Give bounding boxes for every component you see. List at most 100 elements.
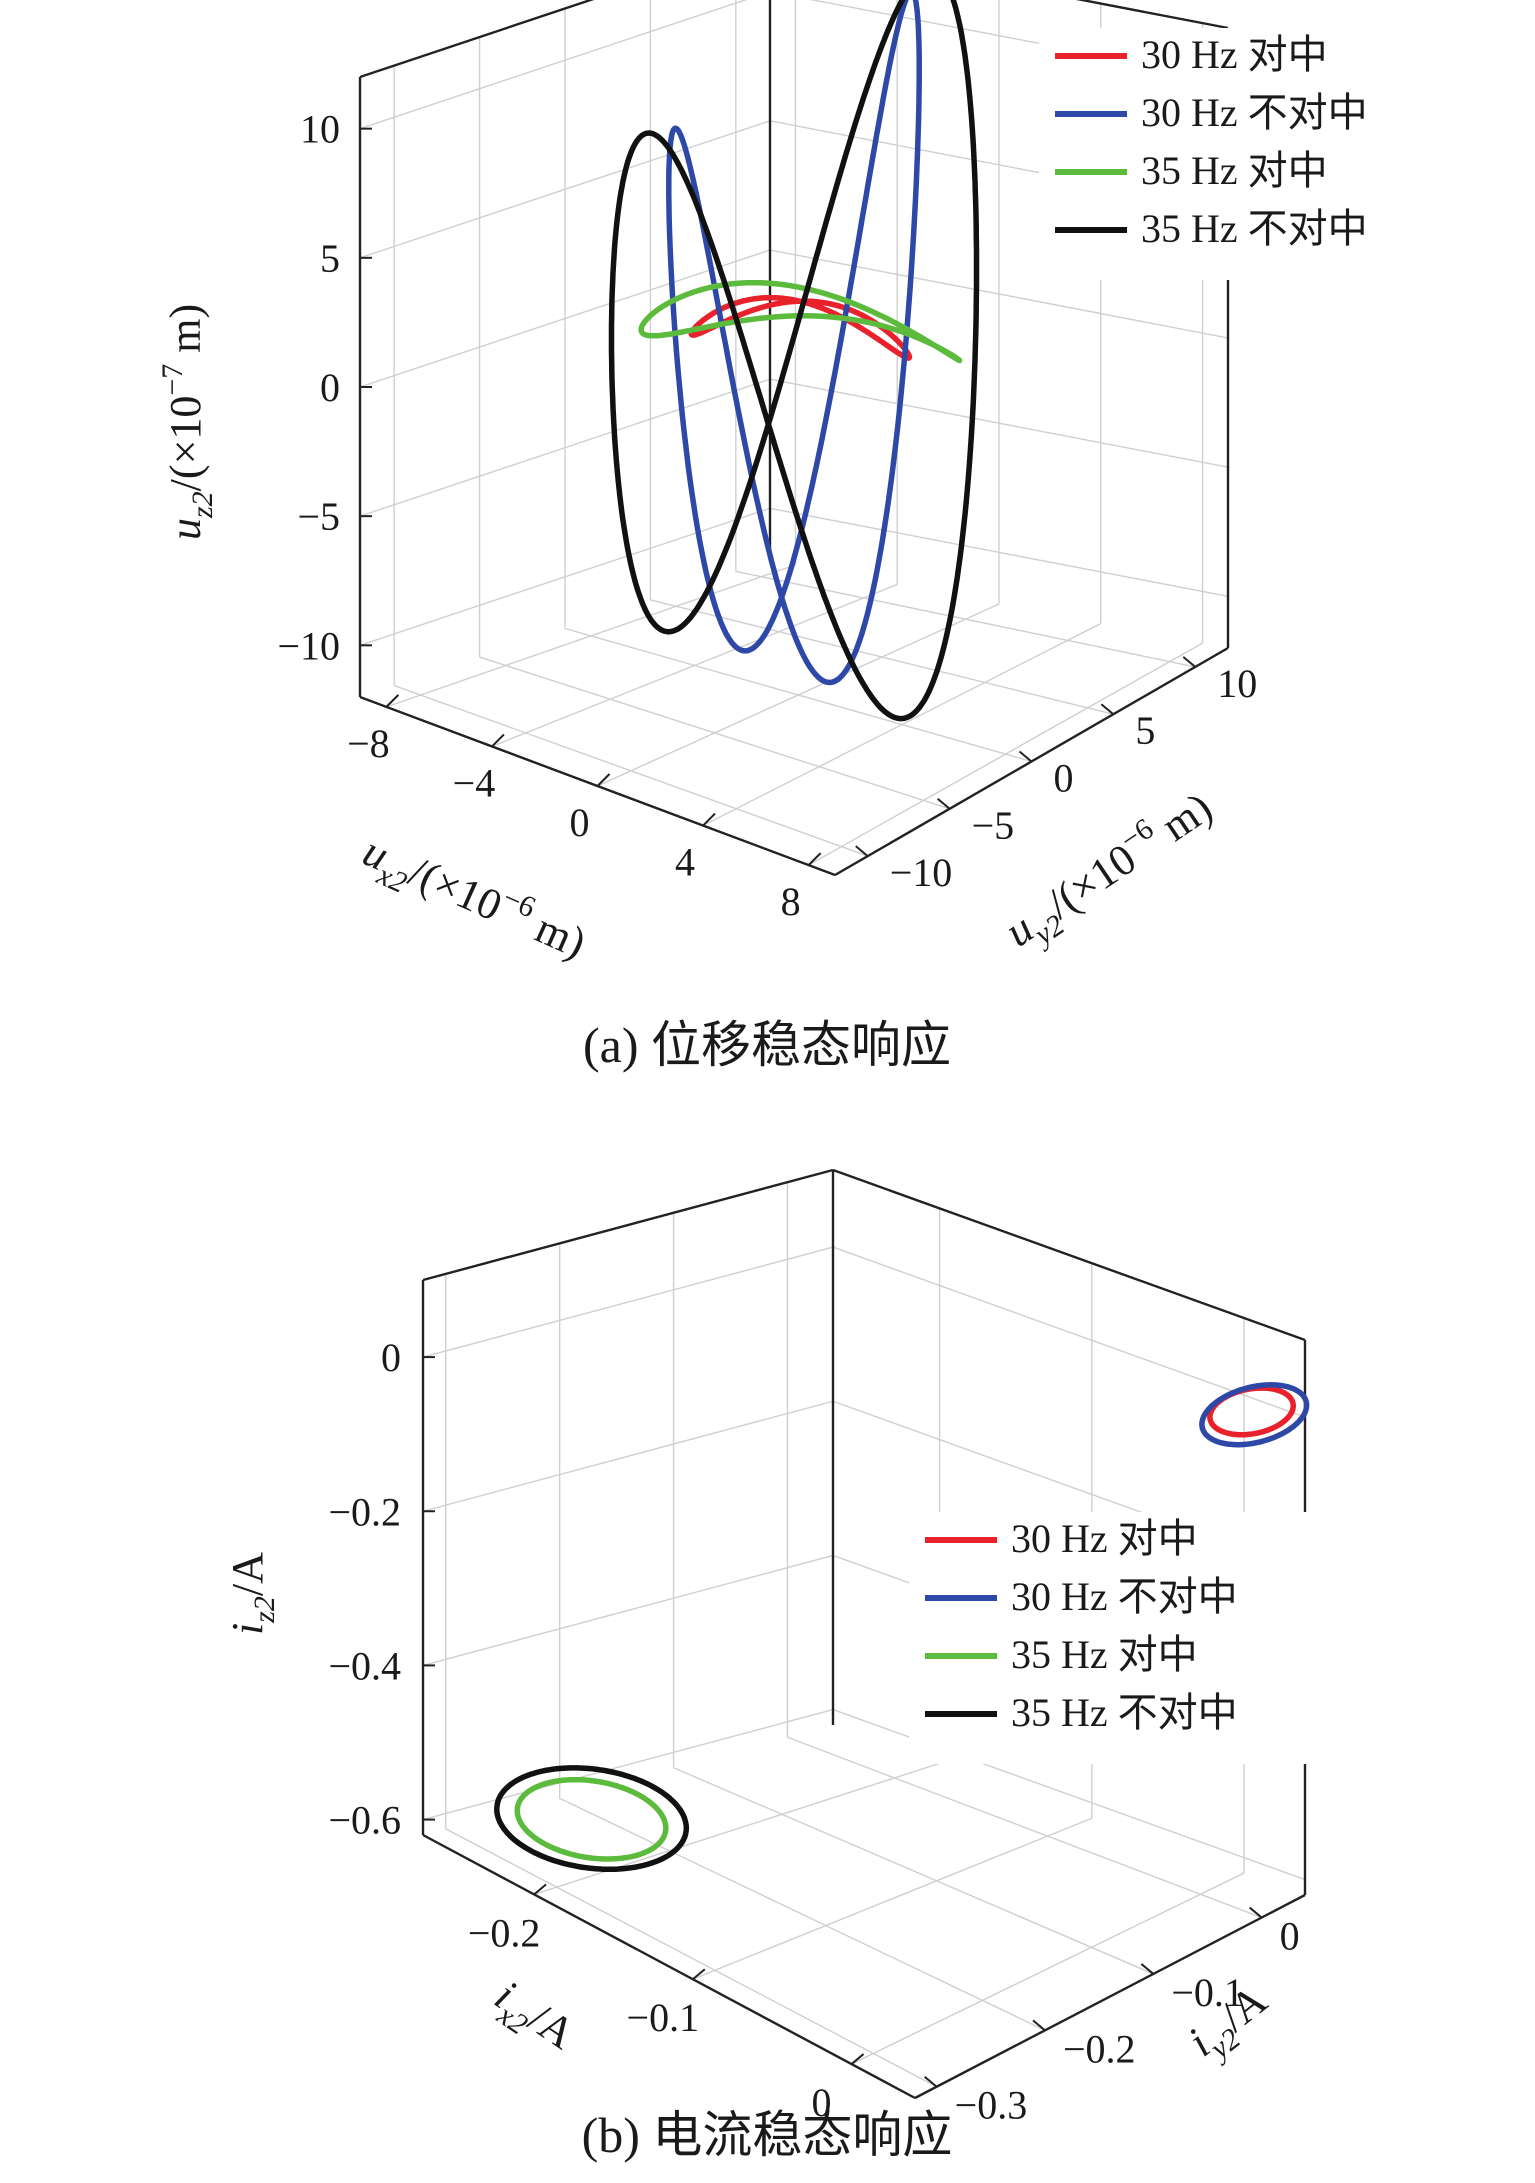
chart-a-series-2 (638, 279, 963, 364)
chart-a-edge (359, 0, 595, 79)
chart-a-caption: (a) 位移稳态响应 (583, 1017, 951, 1073)
chart-a-x-tick-label: 0 (570, 800, 590, 845)
chart-a-legend-bg (1039, 28, 1459, 280)
chart-b-legend-label: 30 Hz 对中 (1011, 1516, 1198, 1561)
current-response-chart: −0.6 −0.4 −0.2 0 −0.2 −0.1 0 −0.3 −0.2 −0.1 0 30 H… (223, 1168, 1329, 2163)
chart-b-grid-y (787, 1736, 1262, 1919)
chart-b-grid-x (851, 1872, 1245, 2065)
chart-a-grid-y (479, 656, 950, 810)
chart-a-y-tick-label: −10 (890, 850, 953, 895)
chart-a-z-axis-label: uz2/(×10−7 m) (156, 304, 219, 540)
chart-b-y-tick-mark (1032, 2019, 1046, 2032)
chart-a-x-tick-mark (596, 773, 611, 787)
chart-b-legend-bg (909, 1512, 1329, 1764)
chart-b-axes-box (421, 1168, 1307, 2100)
chart-a-y-tick-label: 5 (1135, 708, 1155, 753)
chart-b-grid-y (559, 1797, 1046, 2031)
chart-a-z-tick-label: −5 (297, 494, 340, 539)
chart-a-series-0 (688, 294, 913, 361)
chart-a-x-axis-label: ux2/(×10−6 m) (352, 822, 595, 976)
chart-b-grid-x (533, 1762, 940, 1896)
chart-b-x-tick-label: −0.2 (468, 1910, 541, 1955)
chart-a-x-tick-label: 8 (781, 879, 801, 924)
chart-a-edge (1075, 0, 1229, 30)
chart-b-grid-y (445, 1828, 937, 2088)
chart-a-x-tick-label: −4 (453, 760, 496, 805)
chart-b-x-axis-label: ix2/A (481, 1971, 584, 2066)
chart-a-z-tick-label: 10 (300, 107, 340, 152)
chart-a-y-tick-mark (936, 798, 951, 810)
chart-b-tick-labels: −0.6 −0.4 −0.2 0 −0.2 −0.1 0 −0.3 −0.2 −0.1 0 (328, 1335, 1299, 2128)
chart-b-y-tick-mark (1140, 1963, 1154, 1975)
chart-b-z-tick-label: −0.6 (328, 1798, 401, 1843)
chart-b-y-tick-mark (924, 2075, 938, 2088)
chart-b-z-axis-label: iz2/A (223, 1552, 281, 1635)
chart-a-legend-label: 35 Hz 不对中 (1141, 206, 1368, 251)
chart-b-series-3 (494, 1765, 690, 1873)
chart-a-gridlines (359, 0, 1229, 866)
chart-a-x-tick-mark (702, 812, 716, 827)
chart-b-y-tick-label: −0.2 (1063, 2026, 1136, 2071)
chart-a-y-tick-mark (1018, 750, 1033, 763)
chart-b-edge (914, 1893, 1306, 2100)
chart-b-y-tick-label: −0.3 (955, 2083, 1028, 2128)
chart-b-caption: (b) 电流稳态响应 (582, 2107, 953, 2163)
chart-a-z-tick-label: 5 (320, 236, 340, 281)
chart-a-grid-y (650, 599, 1114, 715)
chart-a-y-tick-label: 0 (1054, 756, 1074, 801)
chart-b-x-tick-label: 0 (812, 2080, 832, 2125)
chart-b-traces (494, 1382, 1310, 1873)
chart-b-x-tick-mark (533, 1883, 547, 1896)
chart-a-legend-label: 35 Hz 对中 (1141, 148, 1328, 193)
chart-a-y-tick-mark (1100, 703, 1115, 715)
chart-b-series-2 (514, 1776, 669, 1862)
chart-b-z-tick-label: −0.2 (328, 1489, 401, 1534)
chart-a-legend-label: 30 Hz 对中 (1141, 32, 1328, 77)
chart-b-series-1 (1199, 1382, 1310, 1448)
chart-b-legend: 30 Hz 对中 30 Hz 不对中 35 Hz 对中 35 Hz 不对中 (909, 1512, 1329, 1764)
chart-a-y-tick-label: 10 (1217, 661, 1257, 706)
chart-a-x-tick-mark (491, 733, 505, 748)
chart-b-grid-z (832, 1246, 1306, 1418)
chart-b-legend-label: 35 Hz 对中 (1011, 1632, 1198, 1677)
chart-a-grid-y (393, 684, 868, 857)
chart-b-legend-label: 35 Hz 不对中 (1011, 1690, 1238, 1735)
chart-b-x-tick-label: −0.1 (627, 1995, 700, 2040)
chart-b-edge (422, 1168, 834, 1282)
chart-a-y-tick-mark (855, 845, 869, 857)
chart-a-z-tick-label: −10 (277, 623, 340, 668)
chart-b-x-tick-mark (692, 1968, 706, 1980)
chart-a-x-tick-mark (807, 852, 822, 866)
chart-a-traces (608, 0, 980, 722)
chart-b-x-tick-mark (850, 2053, 865, 2065)
chart-b-grid-x (692, 1817, 1093, 1980)
chart-a-tick-labels: −10 −5 0 5 10 −8 −4 0 4 8 −10 −5 0 5 10 (277, 107, 1257, 924)
chart-a-x-tick-label: −8 (347, 721, 390, 766)
chart-b-legend-label: 30 Hz 不对中 (1011, 1574, 1238, 1619)
chart-a-x-tick-label: 4 (675, 840, 695, 885)
chart-a-y-tick-label: −5 (972, 803, 1015, 848)
chart-a-grid-y (735, 570, 1196, 668)
chart-a-grid-y (564, 627, 1032, 763)
chart-b-edge (832, 1168, 1306, 1342)
chart-b-grid-z (422, 1708, 834, 1821)
chart-b-z-tick-label: 0 (381, 1335, 401, 1380)
chart-b-y-tick-label: −0.1 (1171, 1970, 1244, 2015)
chart-b-y-tick-mark (1249, 1906, 1263, 1919)
chart-a-x-tick-mark (385, 694, 400, 708)
chart-b-edge (422, 1833, 916, 2100)
chart-b-y-tick-label: 0 (1280, 1914, 1300, 1959)
chart-a-series-3 (608, 0, 980, 722)
chart-a-legend-label: 30 Hz 不对中 (1141, 90, 1368, 135)
chart-a-z-tick-label: 0 (320, 365, 340, 410)
chart-b-grid-z (422, 1246, 834, 1358)
chart-a-legend: 30 Hz 对中 30 Hz 不对中 35 Hz 对中 35 Hz 不对中 (1039, 28, 1459, 280)
chart-b-z-tick-label: −0.4 (328, 1643, 401, 1688)
chart-a-y-tick-mark (1182, 656, 1196, 668)
chart-b-grid-y (673, 1767, 1154, 1975)
chart-b-grid-z (422, 1554, 834, 1667)
chart-b-grid-z (422, 1400, 834, 1512)
chart-a-y-axis-label: uy2/(×10−6 m) (993, 779, 1225, 964)
chart-a-series-1 (666, 0, 922, 686)
